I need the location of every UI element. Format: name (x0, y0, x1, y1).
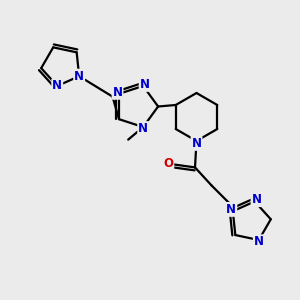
Text: N: N (226, 203, 236, 216)
Text: N: N (74, 70, 84, 83)
Text: N: N (140, 78, 150, 91)
Text: N: N (52, 80, 62, 92)
Text: O: O (163, 157, 173, 170)
Text: N: N (191, 137, 202, 150)
Text: N: N (112, 86, 122, 99)
Text: N: N (138, 122, 148, 135)
Text: N: N (254, 235, 264, 248)
Text: N: N (251, 193, 262, 206)
